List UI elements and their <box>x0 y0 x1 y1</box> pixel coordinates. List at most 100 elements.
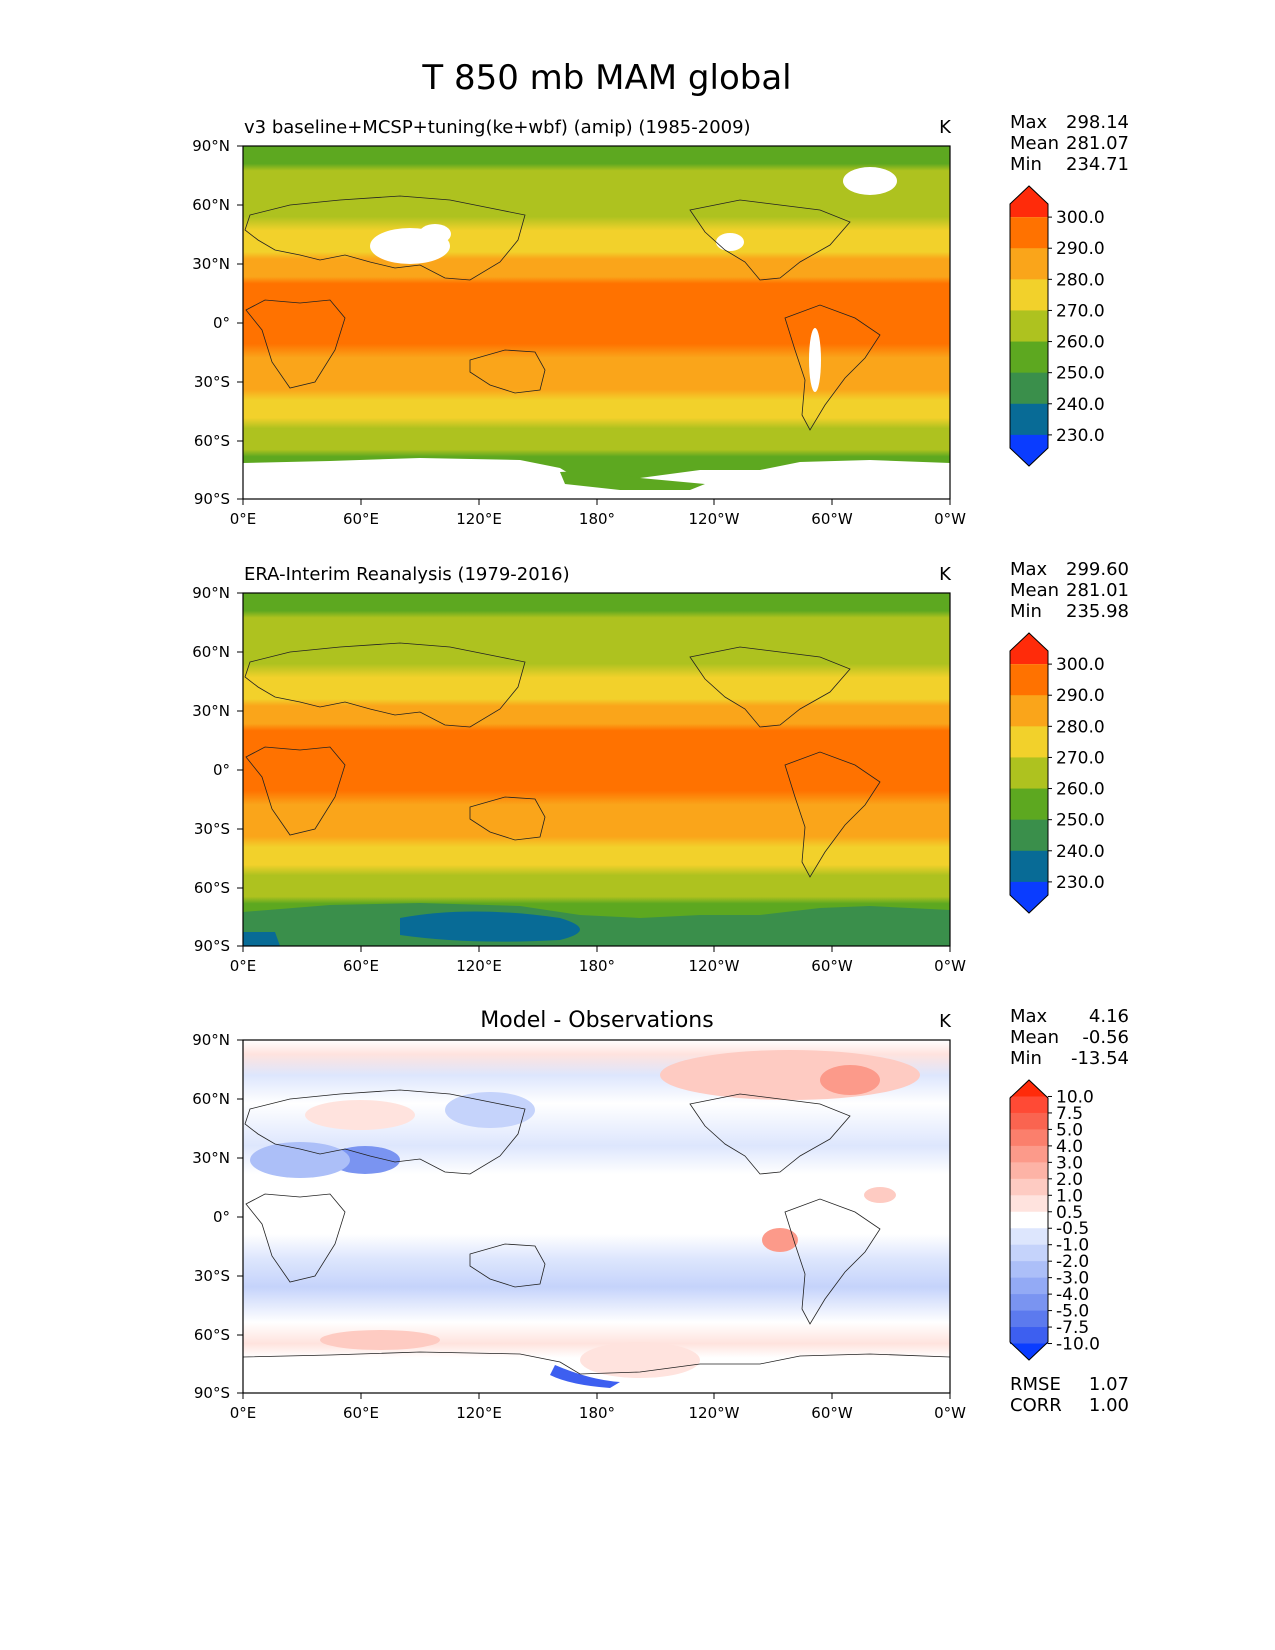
xtick-label: 120°W <box>689 957 740 975</box>
ytick-label: 90°N <box>192 1031 230 1049</box>
xtick-label: 120°E <box>456 957 502 975</box>
ytick-label: 30°S <box>194 1267 230 1285</box>
colorbar-tick-label: -3.0 <box>1056 1269 1089 1289</box>
y-axis-reference: 90°N 60°N 30°N 0° 30°S 60°S 90°S <box>192 584 243 955</box>
xtick-label: 60°E <box>343 957 379 975</box>
stat-mean-label: Mean <box>1010 133 1059 154</box>
xtick-label: 0°W <box>934 957 966 975</box>
antarctica-cold-core <box>400 911 580 942</box>
stat-max-value: 298.14 <box>1066 112 1129 133</box>
ytick-label: 0° <box>213 314 230 332</box>
ytick-label: 90°N <box>192 584 230 602</box>
north-america-outline <box>689 1093 851 1175</box>
colorbar-tick-label: 300.0 <box>1056 208 1105 228</box>
stats-reference: Max 299.60 Mean 281.01 Min 235.98 <box>1010 559 1129 622</box>
colorbar-swatch <box>1010 633 1048 665</box>
colorbar-swatch <box>1010 1342 1048 1360</box>
north-america-outline <box>689 199 851 281</box>
colorbar-swatch <box>1010 1294 1048 1312</box>
ytick-label: 60°N <box>192 643 230 661</box>
stat-mean-value: -0.56 <box>1082 1027 1129 1048</box>
southern-ocean-warm-anomaly <box>320 1330 440 1350</box>
colorbar-swatch <box>1010 726 1048 758</box>
colorbar-swatch <box>1010 850 1048 883</box>
stat-max-label: Max <box>1010 112 1048 133</box>
ytick-label: 60°S <box>194 432 230 450</box>
colorbar-swatch <box>1010 757 1048 790</box>
colorbar-tick-label: 270.0 <box>1056 301 1105 321</box>
colorbar-swatch <box>1010 664 1048 696</box>
map-features-difference <box>242 1050 951 1388</box>
stat-max-value: 299.60 <box>1066 559 1129 580</box>
metrics-difference: RMSE 1.07 CORR 1.00 <box>1010 1374 1129 1416</box>
south-america-outline <box>784 1198 881 1325</box>
ytick-label: 30°N <box>192 1149 230 1167</box>
stat-mean-label: Mean <box>1010 1027 1059 1048</box>
stat-max-label: Max <box>1010 559 1048 580</box>
ytick-label: 30°S <box>194 820 230 838</box>
corr-value: 1.00 <box>1089 1395 1129 1416</box>
y-axis-difference: 90°N 60°N 30°N 0° 30°S 60°S 90°S <box>192 1031 243 1402</box>
colorbar-swatch <box>1010 1261 1048 1279</box>
eurasia-outline <box>244 1089 526 1175</box>
colorbar-tick-label: 2.0 <box>1056 1170 1083 1190</box>
arctic-warm-anomaly <box>660 1050 920 1100</box>
colorbar-swatch <box>1010 819 1048 852</box>
australia-outline <box>469 1243 546 1288</box>
colorbar-tick-label: 240.0 <box>1056 842 1105 862</box>
colorbar-swatch <box>1010 788 1048 821</box>
colorbar-swatch <box>1010 248 1048 280</box>
xtick-label: 60°W <box>811 510 853 528</box>
rmse-value: 1.07 <box>1089 1374 1129 1395</box>
ytick-label: 90°N <box>192 137 230 155</box>
colorbar-swatch <box>1010 1327 1048 1345</box>
eurasia-outline <box>244 642 526 728</box>
greenland-warm-anomaly <box>820 1065 880 1095</box>
rmse-label: RMSE <box>1010 1374 1061 1395</box>
australia-outline <box>469 349 546 394</box>
colorbar-tick-label: 280.0 <box>1056 717 1105 737</box>
south-america-outline <box>784 751 881 878</box>
map-field-test <box>243 146 950 499</box>
x-axis-test: 0°E 60°E 120°E 180° 120°W 60°W 0°W <box>230 499 966 528</box>
panel-test-units: K <box>939 117 952 138</box>
colorbar-swatch <box>1010 1277 1048 1295</box>
colorbar-tick-label: 240.0 <box>1056 395 1105 415</box>
stat-min-value: -13.54 <box>1071 1048 1129 1069</box>
xtick-label: 120°E <box>456 510 502 528</box>
panel-difference-units: K <box>939 1011 952 1032</box>
panel-difference-subtitle: Model - Observations <box>480 1008 713 1033</box>
xtick-label: 120°E <box>456 1404 502 1422</box>
africa-outline <box>245 1193 346 1283</box>
tibet-mask-2 <box>419 224 451 244</box>
colorbar-swatch <box>1010 1096 1048 1114</box>
colorbar-tick-label: 260.0 <box>1056 333 1105 353</box>
amazon-warm-anomaly <box>762 1228 798 1252</box>
ytick-label: 60°N <box>192 1090 230 1108</box>
australia-outline <box>469 796 546 841</box>
xtick-label: 180° <box>579 510 615 528</box>
colorbar-tick-label: 260.0 <box>1056 780 1105 800</box>
ytick-label: 60°N <box>192 196 230 214</box>
colorbar-tick-label: 270.0 <box>1056 748 1105 768</box>
colorbar-tick-label: -0.5 <box>1056 1219 1089 1239</box>
ytick-label: 30°N <box>192 255 230 273</box>
colorbar-tick-label: 3.0 <box>1056 1153 1083 1173</box>
figure-title: T 850 mb MAM global <box>421 58 791 98</box>
colorbar-tick-label: -10.0 <box>1056 1335 1100 1355</box>
xtick-label: 0°W <box>934 510 966 528</box>
xtick-label: 60°W <box>811 1404 853 1422</box>
ytick-label: 30°S <box>194 373 230 391</box>
x-axis-difference: 0°E 60°E 120°E 180° 120°W 60°W 0°W <box>230 1393 966 1422</box>
colorbar-swatch <box>1010 434 1048 466</box>
map-features-test <box>243 167 950 499</box>
colorbar-outline <box>1009 1079 1049 1361</box>
stat-min-label: Min <box>1010 1048 1042 1069</box>
colorbar-swatch <box>1010 1162 1048 1180</box>
colorbar-tick-label: -5.0 <box>1056 1302 1089 1322</box>
stat-mean-value: 281.07 <box>1066 133 1129 154</box>
panel-difference: Model - Observations K <box>192 1006 1129 1422</box>
corr-label: CORR <box>1010 1395 1062 1416</box>
africa-outline <box>245 746 346 836</box>
